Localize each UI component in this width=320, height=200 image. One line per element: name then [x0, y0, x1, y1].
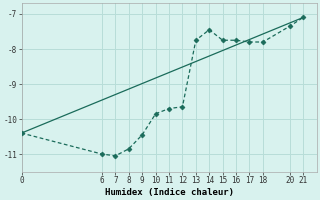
X-axis label: Humidex (Indice chaleur): Humidex (Indice chaleur) [105, 188, 234, 197]
